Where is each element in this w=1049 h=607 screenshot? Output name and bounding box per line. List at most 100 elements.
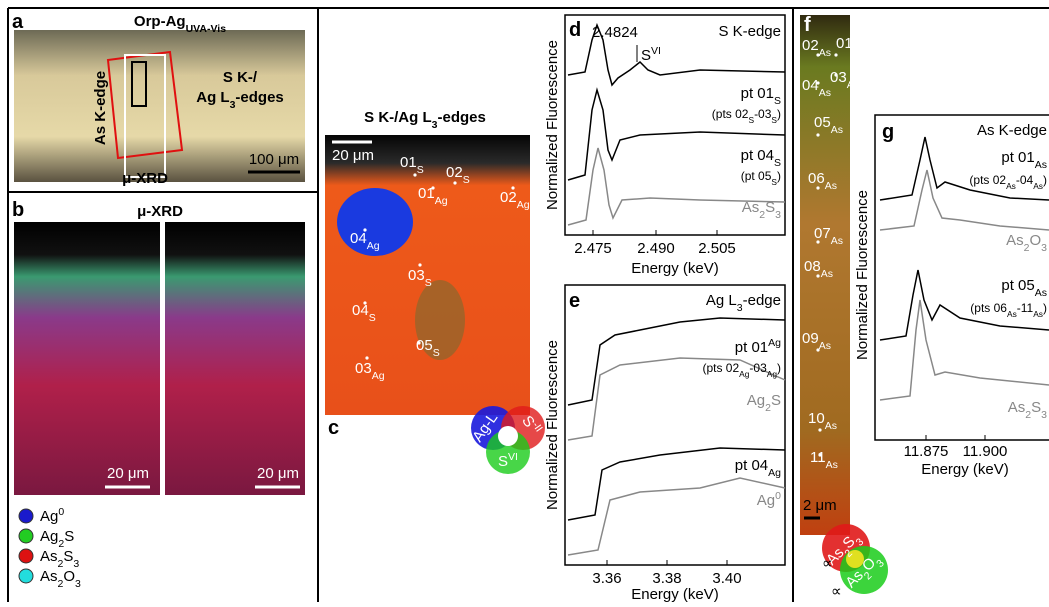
text-segment: As	[1007, 309, 1017, 319]
point-label: 04As	[802, 77, 831, 99]
point-marker	[816, 240, 820, 244]
point-label: 01S	[400, 154, 424, 176]
legend-swatch	[18, 528, 34, 544]
text-segment: As	[1033, 181, 1043, 191]
spectrum	[879, 136, 1049, 201]
point-label: 11As	[810, 449, 838, 471]
spectrum-label: As2S3	[742, 199, 781, 221]
text-segment: As	[825, 420, 837, 432]
text-segment: )	[777, 169, 781, 183]
text-segment: Ag	[367, 240, 380, 252]
text-segment: (pts 02	[702, 361, 739, 375]
text-segment: 10	[808, 410, 825, 427]
point-marker	[413, 173, 417, 177]
xrf-strip	[800, 15, 850, 535]
annotation: ∝	[831, 583, 842, 600]
point-label: 10As	[808, 410, 837, 432]
point-label: 03As	[830, 69, 859, 91]
text-segment: As	[1006, 232, 1024, 249]
spectrum	[567, 22, 786, 87]
text-segment: -11	[1017, 301, 1034, 315]
point-marker	[363, 228, 367, 232]
panel-label: g	[882, 121, 894, 143]
x-axis-label: Energy (keV)	[631, 586, 719, 602]
text-segment: As	[40, 548, 58, 565]
text-segment: -03	[754, 107, 772, 121]
text-segment: As	[825, 180, 837, 192]
text-segment: pt 04	[735, 457, 768, 474]
color-wheel	[822, 524, 888, 594]
text-segment: 3	[432, 119, 438, 131]
spectrum	[879, 169, 1049, 231]
text-segment: 01	[418, 185, 435, 202]
text-segment: S	[748, 115, 754, 125]
spectrum	[567, 447, 786, 521]
text-segment: 2	[765, 402, 771, 414]
ticks	[592, 230, 718, 235]
text-segment: (pts 06	[970, 301, 1007, 315]
spectrum	[567, 147, 786, 226]
text-segment: (pts 02	[712, 107, 749, 121]
point-label: 02S	[446, 164, 470, 186]
text-segment: 09	[802, 330, 819, 347]
legend-swatch	[18, 548, 34, 564]
annotation: ∝	[822, 555, 833, 572]
spectrum-label: As2S3	[1008, 399, 1047, 421]
scale-label: 100 μm	[249, 151, 299, 168]
region	[415, 280, 465, 360]
point-label: 01Ag	[418, 185, 448, 207]
text-segment: 04	[802, 77, 819, 94]
text-segment: )	[1043, 301, 1047, 315]
x-tick-label: 2.490	[637, 240, 675, 257]
xrd-map	[14, 222, 160, 495]
text-segment: As	[1035, 159, 1047, 171]
text-segment: As	[742, 199, 760, 216]
point-marker	[816, 133, 820, 137]
text-segment: )	[777, 361, 781, 375]
point-marker	[453, 181, 457, 185]
text-segment: S	[369, 312, 376, 324]
point-label: 04Ag	[350, 230, 380, 252]
text-segment: Ag	[517, 199, 530, 211]
scale-label: 20 μm	[257, 465, 299, 482]
point-label: 04S	[352, 302, 376, 324]
text-segment: Ag	[40, 508, 58, 525]
x-tick-label: 2.475	[574, 240, 612, 257]
ticks	[606, 560, 728, 565]
text-segment: -03	[749, 361, 767, 375]
point-label: 03S	[408, 267, 432, 289]
spectrum-label: (pts 06As-11As)	[970, 301, 1047, 319]
text-segment: 3	[230, 99, 236, 111]
text-segment: 02	[500, 189, 517, 206]
point-label: 01As	[836, 35, 865, 57]
text-segment: S	[463, 174, 470, 186]
text-segment: 04	[350, 230, 367, 247]
text-segment: 3	[1041, 409, 1047, 421]
text-segment: -edges	[437, 109, 485, 126]
text-segment: O	[1029, 232, 1041, 249]
text-segment: 3	[1041, 242, 1047, 254]
point-marker	[816, 186, 820, 190]
panel-title: S K-edge	[718, 23, 781, 40]
point-marker	[431, 186, 435, 190]
spectrum-label: As2O3	[1006, 232, 1047, 254]
text-segment: 2	[1025, 409, 1031, 421]
text-segment: As	[819, 340, 831, 352]
y-axis-label: Normalized Fluorescence	[544, 40, 561, 210]
text-segment: -04	[1016, 173, 1034, 187]
text-segment: O	[63, 568, 75, 585]
spectrum-label: Ag0	[757, 490, 781, 509]
text-segment: Ag	[768, 467, 781, 479]
text-segment: )	[777, 107, 781, 121]
text-segment: As	[831, 235, 843, 247]
x-tick-label: 11.875	[904, 443, 949, 460]
panel-label: b	[12, 199, 24, 221]
spectrum-label: pt 01Ag	[735, 337, 781, 356]
legend-label: As2O3	[40, 568, 81, 590]
text-segment: Ag	[768, 337, 781, 349]
text-segment: As	[819, 87, 831, 99]
text-segment: pt 01	[735, 339, 768, 356]
scale-label: 20 μm	[107, 465, 149, 482]
point-marker	[816, 274, 820, 278]
text-segment: S	[765, 199, 775, 216]
